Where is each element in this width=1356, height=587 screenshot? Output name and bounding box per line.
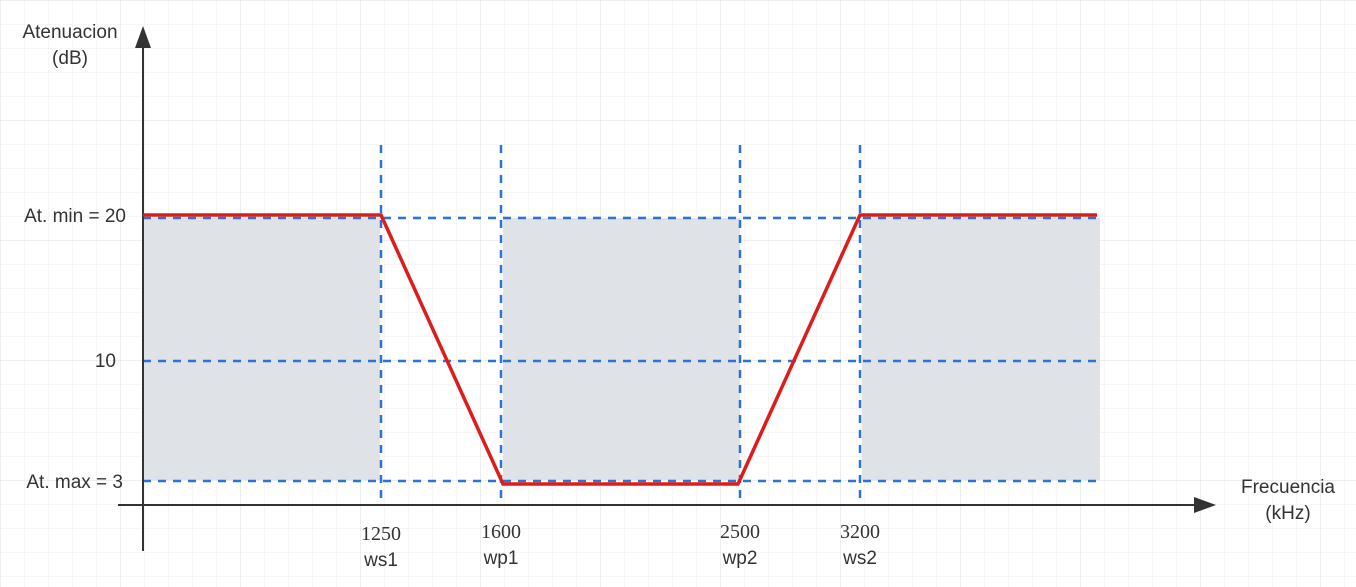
guide-lines [143,145,1100,505]
x-label-wp1-name: wp1 [483,548,519,569]
y-axis-title-line1: Atenuacion [22,22,117,43]
y-axis-title-line2: (dB) [52,48,88,69]
y-axis-arrow-icon [135,26,151,48]
x-label-ws1-name: ws1 [363,550,398,571]
x-axis-title-line2: (kHz) [1265,503,1310,524]
x-label-wp2-name: wp2 [722,548,758,569]
filter-response-line [143,213,1097,486]
y-label-at-min: At. min = 20 [24,206,126,227]
stopband-region-left [143,218,380,480]
y-label-10: 10 [95,351,116,372]
x-label-ws1-value: 1250 [361,523,401,545]
x-label-wp2-value: 2500 [720,521,760,543]
x-label-wp1-value: 1600 [481,521,521,543]
x-axis-arrow-icon [1194,497,1216,513]
stopband-region-right [862,218,1100,480]
x-label-ws2-value: 3200 [840,521,880,543]
y-label-at-max: At. max = 3 [26,472,123,493]
x-axis-title-line1: Frecuencia [1241,477,1335,498]
passband-region [503,218,740,480]
x-label-ws2-name: ws2 [842,548,877,569]
